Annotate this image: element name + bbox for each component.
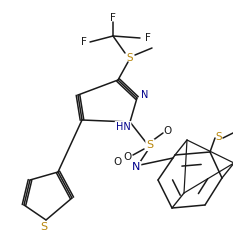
Text: O: O	[114, 157, 122, 167]
Text: S: S	[146, 140, 154, 150]
Text: N: N	[141, 90, 149, 100]
Text: F: F	[110, 13, 116, 23]
Text: O: O	[163, 126, 171, 136]
Text: F: F	[145, 33, 151, 43]
Text: S: S	[41, 222, 48, 232]
Text: S: S	[216, 132, 222, 142]
Text: N: N	[132, 162, 140, 172]
Text: S: S	[127, 53, 133, 63]
Text: F: F	[81, 37, 87, 47]
Text: HN: HN	[116, 122, 130, 132]
Text: O: O	[123, 152, 131, 162]
